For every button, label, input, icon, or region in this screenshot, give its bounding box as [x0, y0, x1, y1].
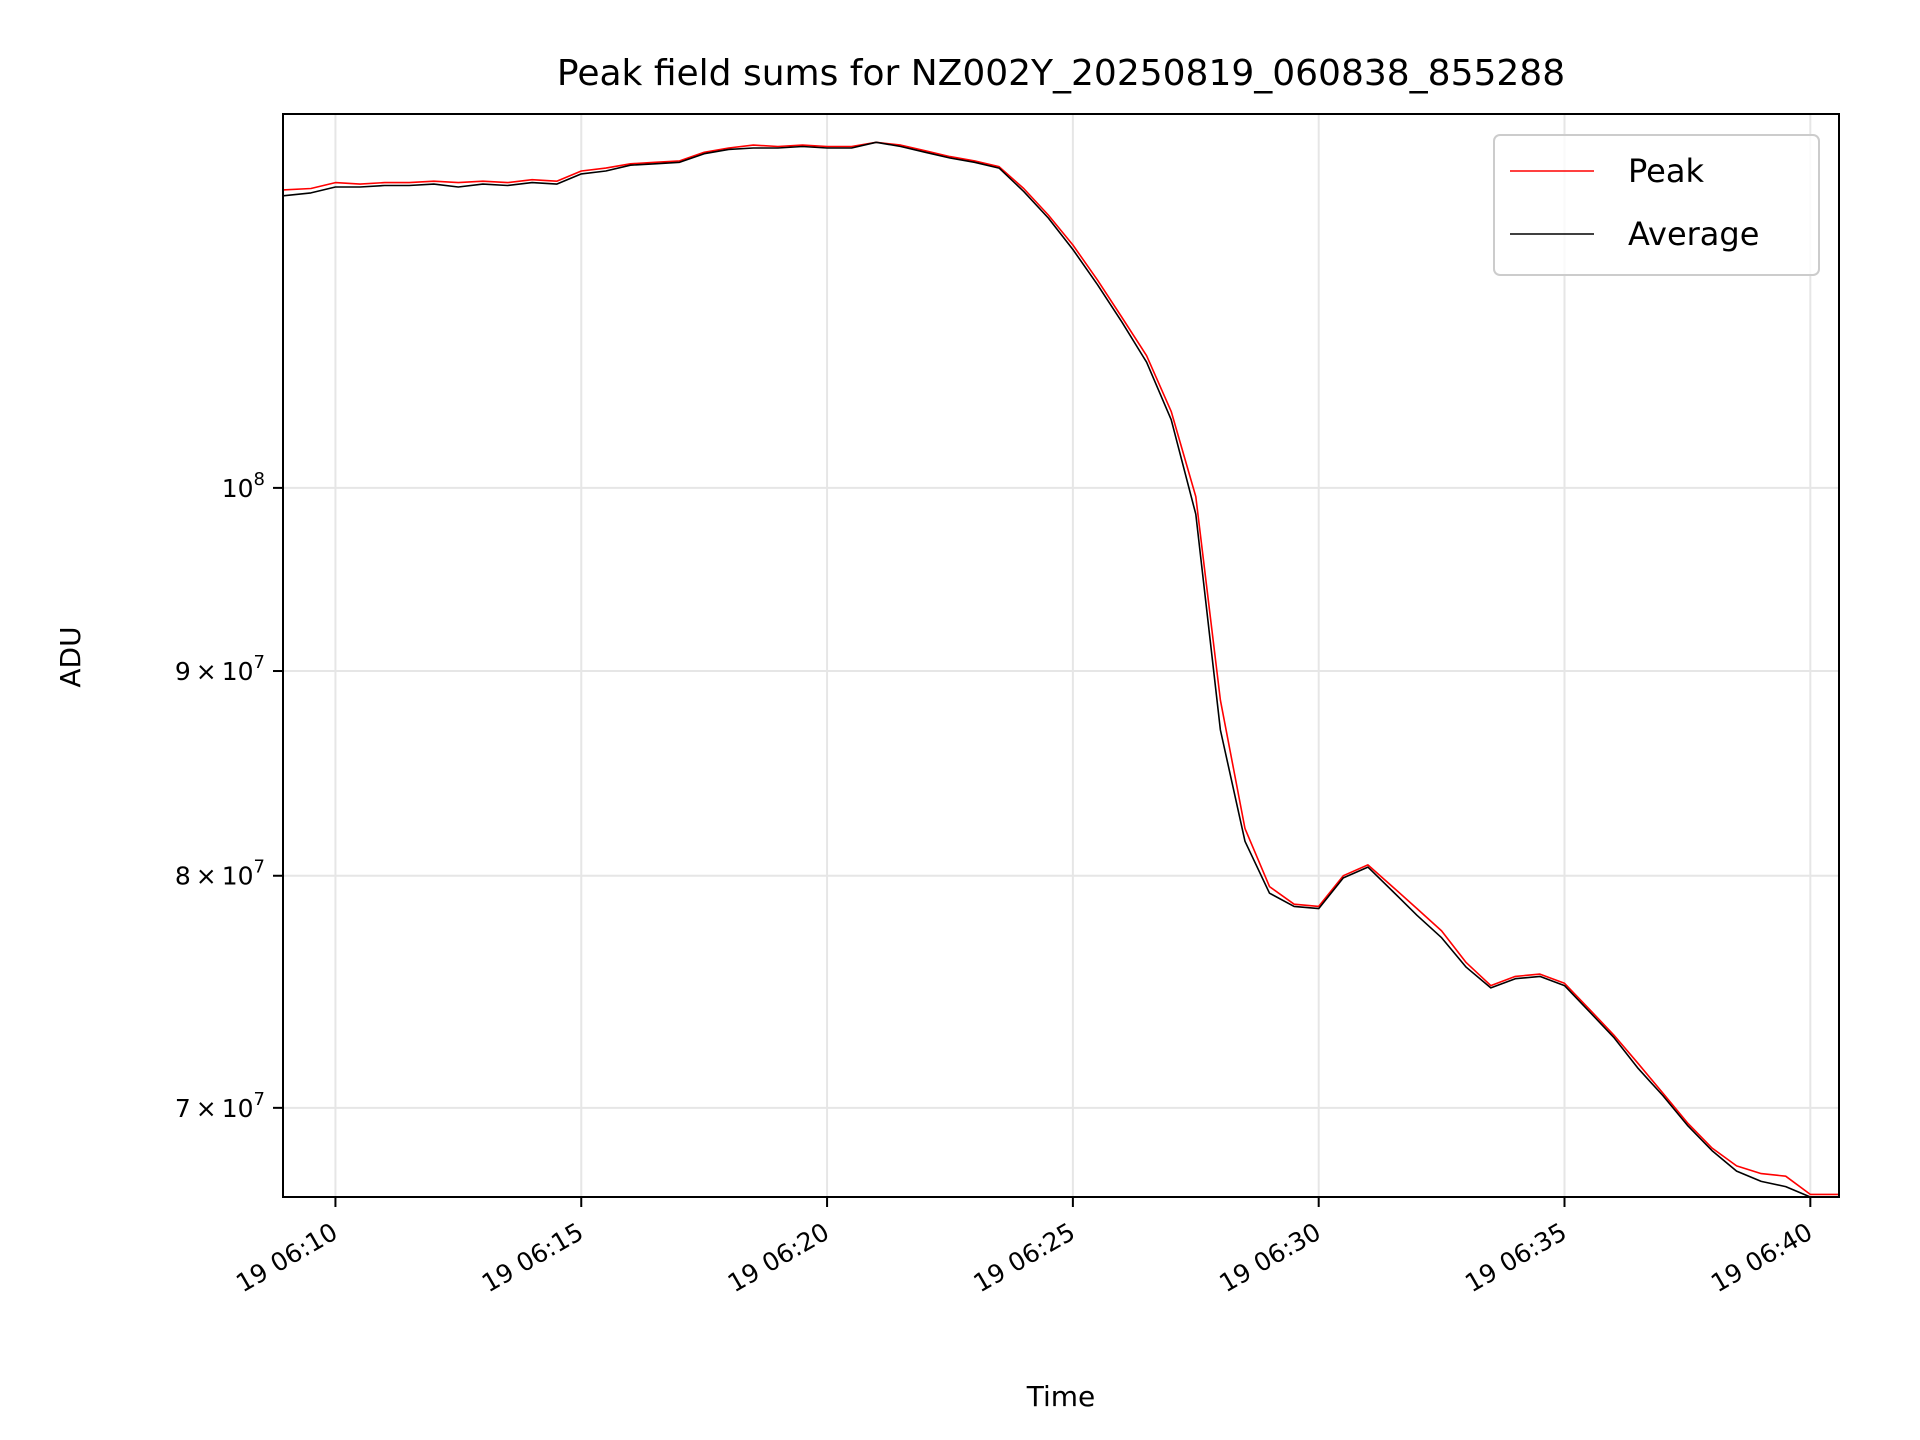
legend-label-average: Average [1628, 215, 1759, 253]
y-tick-label: 7 × 107 [175, 1089, 265, 1123]
chart-title: Peak field sums for NZ002Y_20250819_0608… [557, 53, 1565, 94]
x-axis-title: Time [1026, 1380, 1096, 1413]
y-tick-label: 8 × 107 [175, 857, 265, 891]
series-lines [283, 141, 1839, 1197]
y-axis-title: ADU [54, 626, 87, 687]
legend: Peak Average [1493, 134, 1820, 276]
series-line-peak [283, 141, 1839, 1196]
legend-box [1493, 134, 1820, 276]
y-tick-label: 108 [222, 469, 265, 503]
grid [283, 114, 1839, 1197]
series-line-average [283, 141, 1839, 1197]
legend-label-peak: Peak [1628, 152, 1704, 190]
plot-frame [282, 113, 1840, 1198]
y-tick-label: 9 × 107 [175, 652, 265, 686]
y-axis-ticks: 7 × 107 8 × 107 9 × 107 108 [175, 469, 283, 1123]
